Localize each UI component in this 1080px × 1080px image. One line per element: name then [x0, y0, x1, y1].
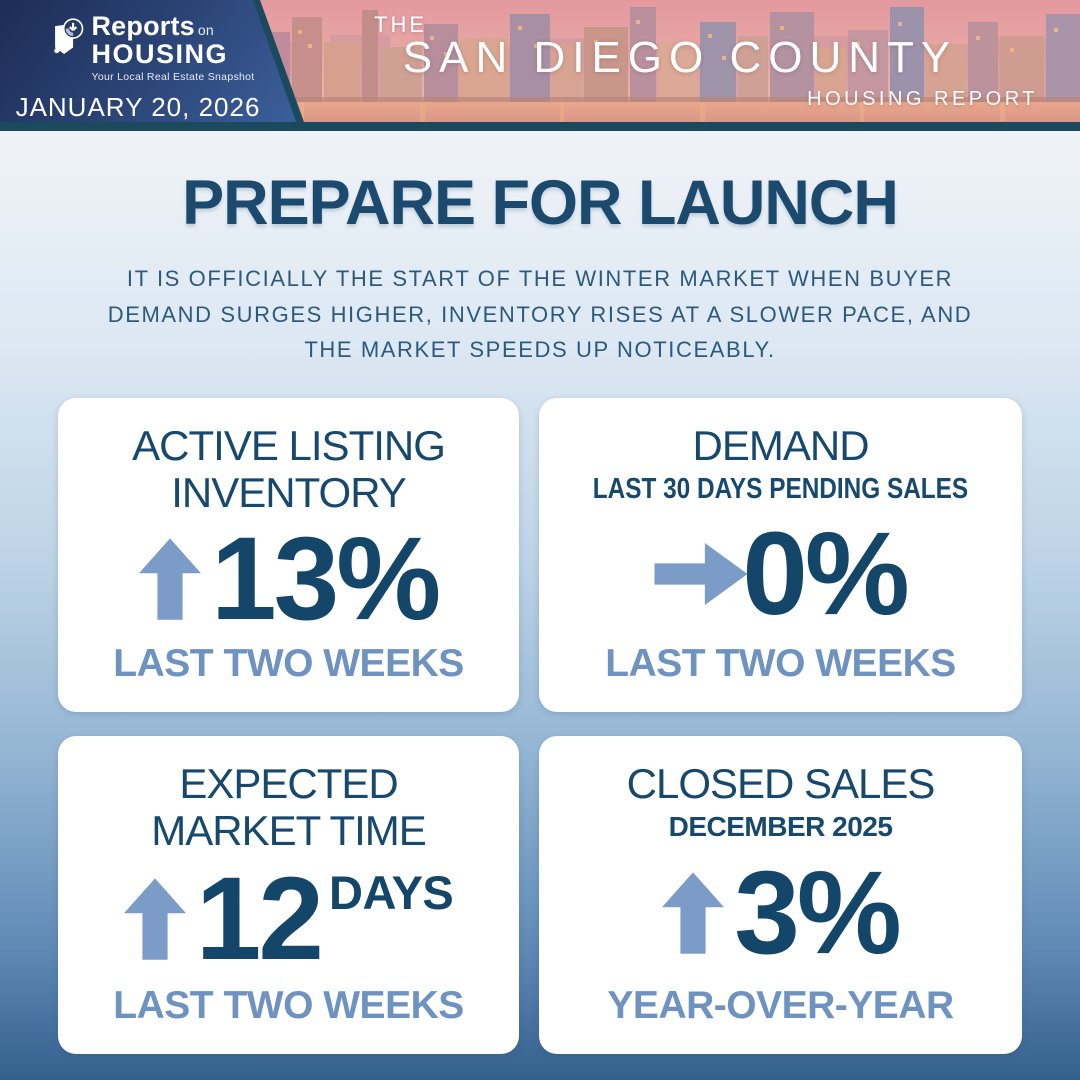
- stat-cards-grid: ACTIVE LISTING INVENTORY 13% LAST TWO WE…: [58, 397, 1022, 1054]
- right-arrow-icon: [654, 542, 748, 605]
- header-the-label: THE: [374, 12, 427, 37]
- page-description: IT IS OFFICIALLY THE START OF THE WINTER…: [0, 261, 1080, 368]
- stat-row: 13%: [138, 512, 441, 645]
- magnifier-house-icon: [51, 14, 87, 58]
- stat-value: 0%: [742, 507, 910, 640]
- header-region-title: SAN DIEGO COUNTY: [402, 33, 958, 82]
- brand-tagline: Your Local Real Estate Snapshot: [91, 71, 255, 83]
- card-title: ACTIVE LISTING INVENTORY: [132, 421, 446, 516]
- description-line: IT IS OFFICIALLY THE START OF THE WINTER…: [126, 266, 954, 291]
- brand-name-bottom: HOUSING: [91, 39, 228, 69]
- report-date: JANUARY 20, 2026: [15, 91, 261, 122]
- brand-name-top: Reports on: [91, 11, 214, 41]
- up-arrow-icon: [138, 537, 201, 621]
- header-brand-panel: Reports on HOUSING Your Local Real Estate…: [0, 0, 296, 122]
- stat-period: YEAR-OVER-YEAR: [607, 983, 954, 1027]
- card-subtitle: LAST 30 DAYS PENDING SALES: [592, 472, 969, 505]
- card-closed-sales: CLOSED SALES DECEMBER 2025 3% YEAR-OVER-…: [539, 735, 1022, 1054]
- up-arrow-icon: [123, 877, 186, 961]
- card-title: EXPECTED MARKET TIME: [151, 759, 426, 854]
- header-banner: THE SAN DIEGO COUNTY HOUSING REPORT Repo…: [0, 0, 1080, 131]
- stat-period: LAST TWO WEEKS: [605, 641, 956, 685]
- stat-value: 12: [195, 852, 324, 985]
- brand-logo: Reports on HOUSING Your Local Real Estate…: [51, 13, 254, 83]
- skyline-photo: [0, 0, 1080, 122]
- card-expected-market-time: EXPECTED MARKET TIME 12 DAYS LAST TWO WE…: [58, 735, 520, 1054]
- header-divider: [0, 122, 1080, 131]
- page-title: PREPARE FOR LAUNCH: [182, 168, 899, 238]
- description-line: THE MARKET SPEEDS UP NOTICEABLY.: [304, 337, 776, 363]
- stat-row: 3%: [662, 843, 902, 984]
- up-arrow-icon: [662, 871, 725, 955]
- stat-row: 0%: [654, 506, 910, 642]
- stat-unit: DAYS: [329, 866, 454, 920]
- card-subtitle: DECEMBER 2025: [668, 810, 893, 842]
- description-line: DEMAND SURGES HIGHER, INVENTORY RISES AT…: [107, 301, 973, 327]
- stat-value: 13%: [210, 512, 441, 645]
- stat-row: 12 DAYS: [123, 852, 454, 985]
- card-title: DEMAND: [692, 421, 870, 469]
- stat-value: 3%: [734, 847, 902, 980]
- stat-period: LAST TWO WEEKS: [113, 641, 464, 685]
- header-report-label: HOUSING REPORT: [807, 88, 1038, 110]
- hero-section: PREPARE FOR LAUNCH IT IS OFFICIALLY THE …: [0, 131, 1080, 368]
- card-title: CLOSED SALES: [626, 759, 936, 807]
- card-active-listing-inventory: ACTIVE LISTING INVENTORY 13% LAST TWO WE…: [58, 397, 520, 712]
- card-demand: DEMAND LAST 30 DAYS PENDING SALES 0% LAS…: [539, 397, 1022, 712]
- stat-period: LAST TWO WEEKS: [113, 983, 464, 1027]
